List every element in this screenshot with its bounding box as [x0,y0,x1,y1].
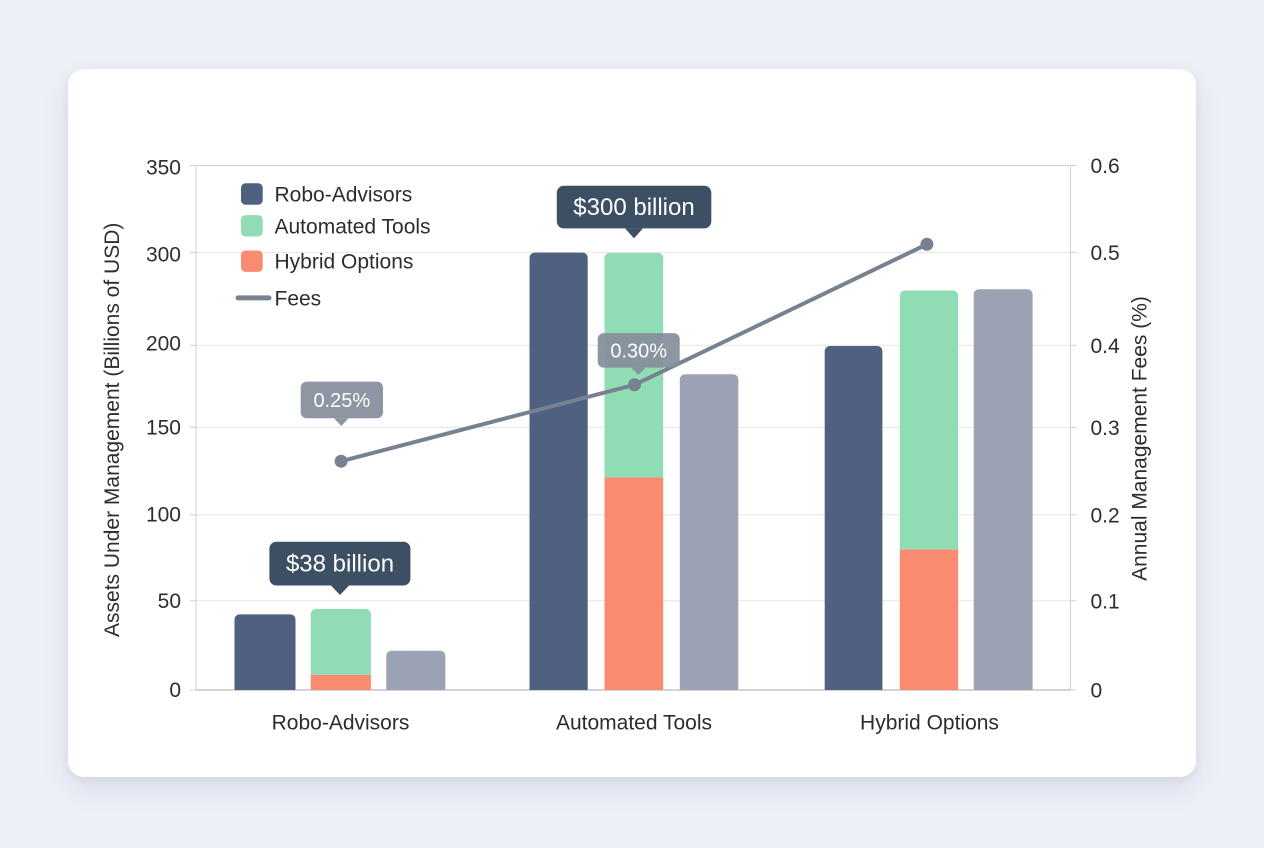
svg-text:0.6: 0.6 [1091,155,1120,178]
svg-text:0.5: 0.5 [1091,242,1120,265]
svg-text:0.2: 0.2 [1091,504,1120,527]
svg-text:50: 50 [158,590,181,613]
svg-text:Hybrid Options: Hybrid Options [860,712,999,735]
svg-text:Hybrid Options: Hybrid Options [275,251,414,274]
svg-text:0: 0 [1091,680,1103,703]
svg-text:0.30%: 0.30% [610,341,667,363]
svg-text:150: 150 [146,417,181,440]
svg-text:Fees: Fees [275,287,322,310]
svg-text:Automated Tools: Automated Tools [556,712,712,735]
svg-text:0.1: 0.1 [1091,590,1120,613]
svg-text:Robo-Advisors: Robo-Advisors [275,184,413,207]
svg-text:$38 billion: $38 billion [286,551,394,578]
svg-text:Annual Management Fees (%): Annual Management Fees (%) [1129,296,1152,581]
svg-text:0.4: 0.4 [1091,335,1121,358]
svg-text:Automated Tools: Automated Tools [275,215,431,238]
svg-text:100: 100 [146,504,181,527]
svg-text:300: 300 [146,244,181,267]
svg-text:350: 350 [146,157,181,180]
svg-text:Assets Under Management (Billi: Assets Under Management (Billions of USD… [101,223,124,637]
svg-text:200: 200 [146,333,181,356]
svg-text:$300 billion: $300 billion [573,194,694,221]
svg-text:Robo-Advisors: Robo-Advisors [272,712,410,735]
svg-text:0: 0 [169,679,181,702]
svg-text:0.25%: 0.25% [313,390,370,412]
svg-text:0.3: 0.3 [1091,417,1120,440]
